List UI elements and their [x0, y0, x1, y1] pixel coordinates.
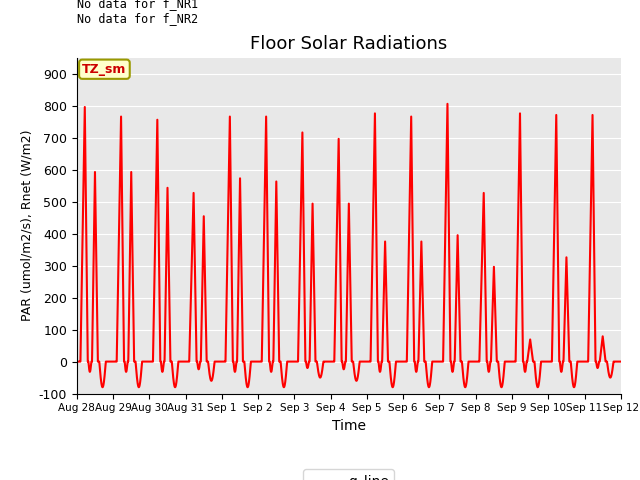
X-axis label: Time: Time: [332, 419, 366, 433]
Title: Floor Solar Radiations: Floor Solar Radiations: [250, 35, 447, 53]
Legend: q_line: q_line: [303, 469, 394, 480]
Text: TZ_sm: TZ_sm: [82, 63, 127, 76]
Y-axis label: PAR (umol/m2/s), Rnet (W/m2): PAR (umol/m2/s), Rnet (W/m2): [20, 130, 33, 321]
Text: No data for f_NR1
No data for f_NR2: No data for f_NR1 No data for f_NR2: [77, 0, 198, 25]
